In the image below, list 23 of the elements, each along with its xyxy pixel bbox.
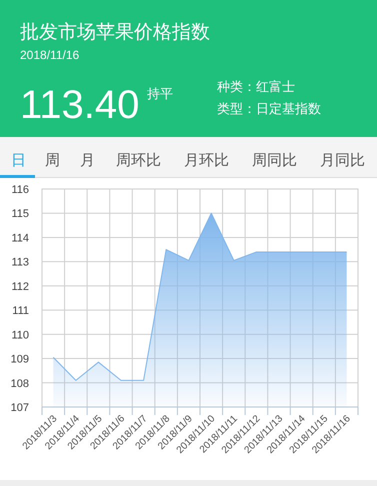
y-tick-label: 115 <box>11 208 29 220</box>
chart-title: 批发市场苹果价格指数 <box>20 21 210 43</box>
text: 周同比 <box>252 152 297 169</box>
y-tick-label: 112 <box>11 280 29 293</box>
text: 月 <box>80 152 95 169</box>
text: 月同比 <box>320 152 365 169</box>
text: 月环比 <box>184 152 229 169</box>
y-tick-label: 113 <box>11 256 29 269</box>
y-tick-label: 108 <box>10 378 29 390</box>
text: 周环比 <box>116 152 161 169</box>
chart-subtitle: 2018/11/16 <box>20 48 80 62</box>
y-tick-label: 109 <box>10 354 29 366</box>
y-tick-label: 107 <box>10 402 29 414</box>
text: 周 <box>45 152 60 169</box>
y-tick-label: 116 <box>11 184 29 196</box>
y-tick-label: 111 <box>12 305 29 318</box>
y-tick-label: 114 <box>11 232 29 244</box>
text: 113.40 <box>20 83 140 127</box>
text: 持平 <box>147 86 173 101</box>
y-tick-label: 110 <box>11 329 29 342</box>
text: 日 <box>11 152 26 169</box>
text: 类型：日定基指数 <box>217 101 321 116</box>
text: 种类：红富士 <box>217 79 295 94</box>
